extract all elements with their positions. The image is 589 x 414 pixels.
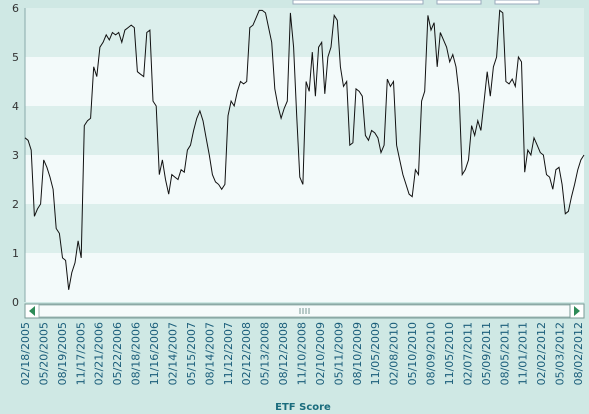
x-tick-label: 08/14/2007 (203, 322, 216, 385)
y-axis: 0 1 2 3 4 5 6 (12, 2, 19, 309)
top-control-right (494, 0, 540, 5)
x-tick-label: 08/10/2009 (351, 322, 364, 385)
x-tick-label: 11/17/2005 (74, 322, 87, 385)
y-tick-label: 4 (12, 100, 19, 113)
x-tick-label: 05/09/2011 (480, 322, 493, 385)
arrow-left-icon (29, 306, 35, 316)
grid-band (25, 204, 584, 253)
x-tick-label: 11/05/2009 (369, 322, 382, 385)
x-tick-label: 08/18/2006 (130, 322, 143, 385)
x-axis-label: ETF Score (275, 402, 331, 413)
y-tick-label: 1 (12, 247, 19, 260)
x-tick-label: 11/01/2011 (517, 322, 530, 385)
x-tick-label: 11/05/2010 (443, 322, 456, 385)
horizontal-scrollbar[interactable] (24, 303, 585, 319)
x-axis: 02/18/2005 05/20/2005 08/19/2005 11/17/2005… (19, 322, 585, 385)
x-tick-label: 08/05/2011 (498, 322, 511, 385)
x-tick-label: 05/22/2006 (111, 322, 124, 385)
series-layer (24, 9, 585, 290)
y-tick-label: 3 (12, 149, 19, 162)
y-tick-label: 5 (12, 51, 19, 64)
y-tick-label: 0 (12, 296, 19, 309)
grid-band (25, 253, 584, 302)
x-tick-label: 05/10/2010 (406, 322, 419, 385)
x-tick-label: 05/13/2008 (259, 322, 272, 385)
x-tick-label: 02/21/2006 (93, 322, 106, 385)
x-tick-label: 02/14/2007 (167, 322, 180, 385)
arrow-right-icon (574, 306, 580, 316)
x-tick-label: 08/12/2008 (277, 322, 290, 385)
x-tick-label: 05/15/2007 (185, 322, 198, 385)
x-tick-label: 02/07/2011 (461, 322, 474, 385)
y-tick-label: 6 (12, 2, 19, 15)
x-tick-label: 05/20/2005 (37, 322, 50, 385)
x-tick-label: 11/16/2006 (148, 322, 161, 385)
grid-band (25, 8, 584, 57)
grid-band (25, 57, 584, 106)
x-tick-label: 02/18/2005 (19, 322, 32, 385)
x-tick-label: 05/11/2009 (332, 322, 345, 385)
x-tick-label: 05/03/2012 (554, 322, 567, 385)
top-control-mid (436, 0, 482, 5)
plot-background (24, 8, 584, 302)
x-tick-label: 02/10/2009 (314, 322, 327, 385)
x-tick-label: 02/02/2012 (535, 322, 548, 385)
y-tick-label: 2 (12, 198, 19, 211)
x-tick-label: 11/10/2008 (296, 322, 309, 385)
x-tick-label: 02/08/2010 (388, 322, 401, 385)
x-tick-label: 02/12/2008 (240, 322, 253, 385)
top-control-left (292, 0, 424, 5)
series-line (24, 9, 585, 290)
grid-band (25, 155, 584, 204)
x-tick-label: 08/19/2005 (56, 322, 69, 385)
x-tick-label: 11/12/2007 (222, 322, 235, 385)
scroll-thumb[interactable] (38, 304, 571, 318)
x-tick-label: 08/09/2010 (425, 322, 438, 385)
grip-icon (299, 308, 310, 314)
x-tick-label: 08/02/2012 (572, 322, 585, 385)
